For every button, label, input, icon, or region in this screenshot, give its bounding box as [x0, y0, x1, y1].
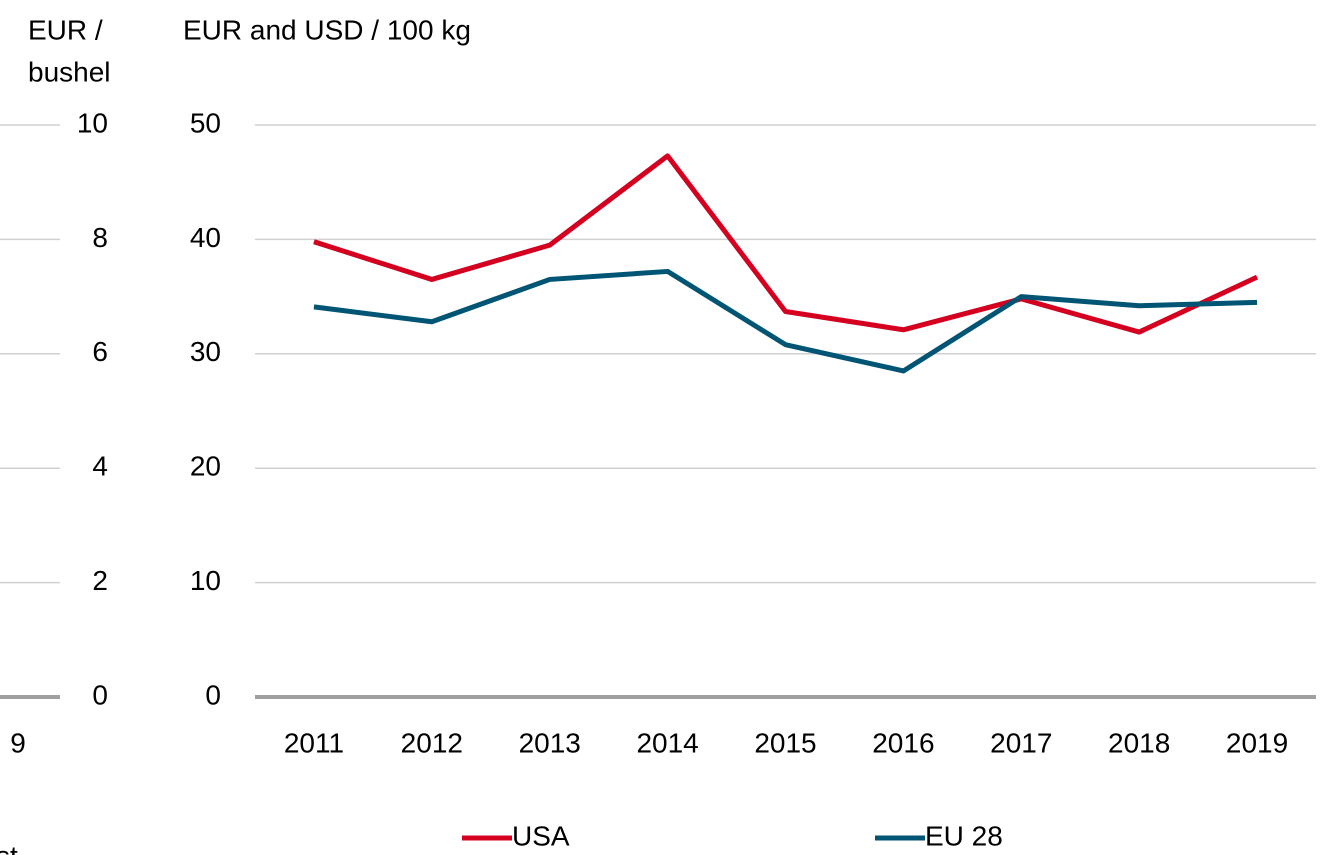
- legend-label: USA: [512, 820, 570, 851]
- legend-label: EU 28: [925, 820, 1003, 851]
- y-tick-label: 40: [190, 222, 221, 253]
- y-tick-label: 0: [205, 679, 221, 710]
- y-tick-label: 10: [77, 107, 108, 138]
- x-tick-label: 2012: [401, 727, 463, 758]
- x-tick-label: 2013: [519, 727, 581, 758]
- y-tick-label: 10: [190, 565, 221, 596]
- y-tick-label: 0: [92, 679, 108, 710]
- x-tick-label: 2017: [990, 727, 1052, 758]
- y-tick-label: 6: [92, 336, 108, 367]
- y-tick-label: 2: [92, 565, 108, 596]
- x-tick-label: 9: [10, 727, 26, 758]
- line-series: [313, 153, 1259, 335]
- y-axis-label: bushel: [28, 56, 111, 87]
- x-tick-label: 2018: [1108, 727, 1170, 758]
- x-tick-label: 2015: [754, 727, 816, 758]
- x-tick-label: 2019: [1226, 727, 1288, 758]
- x-tick-label: 2014: [636, 727, 698, 758]
- y-tick-label: 30: [190, 336, 221, 367]
- legend-fragment: st: [0, 840, 18, 855]
- y-tick-label: 4: [92, 451, 108, 482]
- x-tick-label: 2011: [284, 727, 344, 758]
- x-tick-label: 2016: [872, 727, 934, 758]
- y-tick-label: 50: [190, 107, 221, 138]
- y-axis-label: EUR and USD / 100 kg: [183, 14, 471, 45]
- line-series: [313, 268, 1258, 374]
- y-axis-label: EUR /: [28, 14, 103, 45]
- y-tick-label: 20: [190, 451, 221, 482]
- y-tick-label: 8: [92, 222, 108, 253]
